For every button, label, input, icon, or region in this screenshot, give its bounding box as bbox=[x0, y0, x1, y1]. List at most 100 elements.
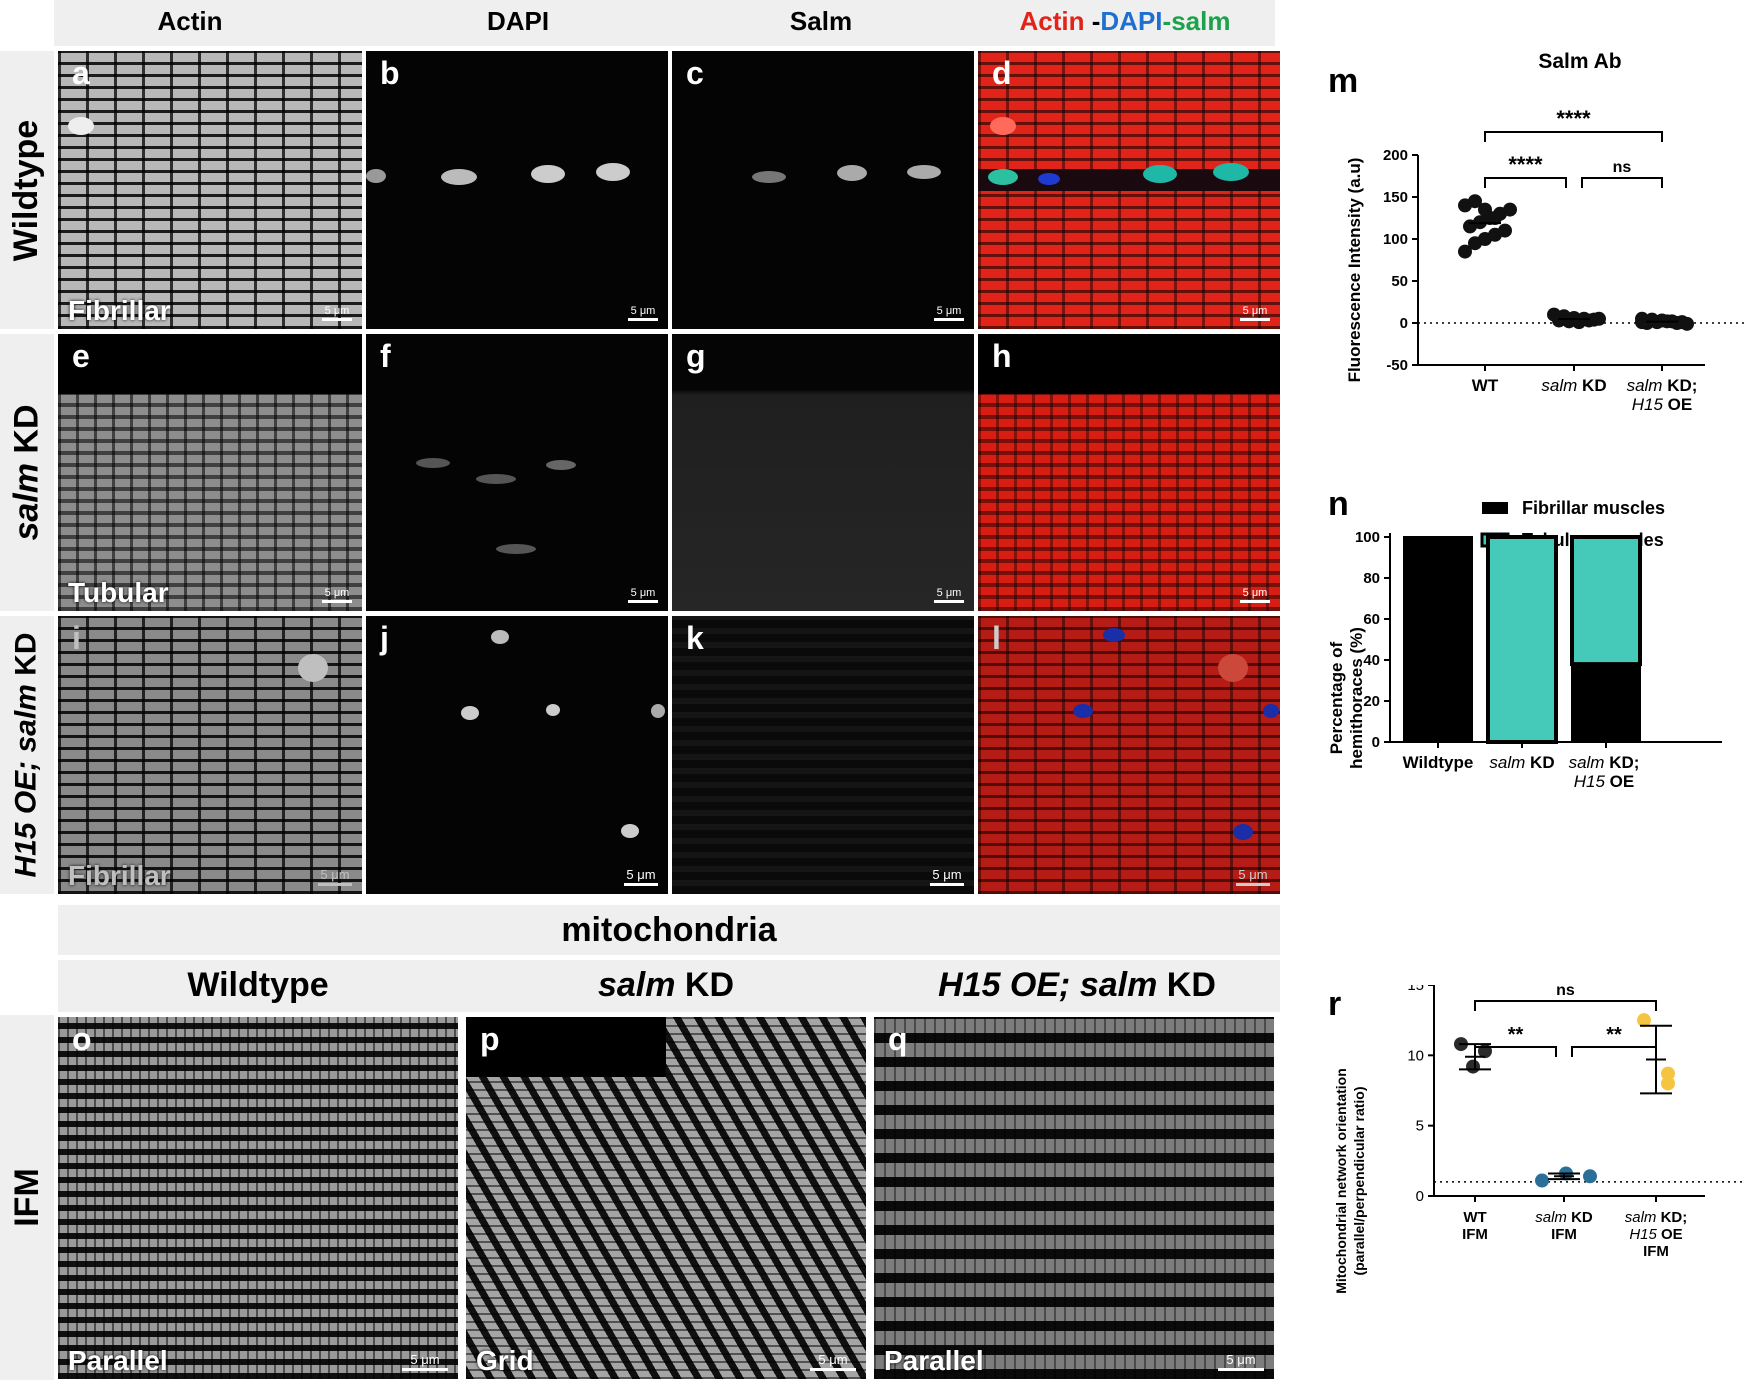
r-bracket-1 bbox=[1474, 1046, 1557, 1057]
r-xtick-1: salm KD bbox=[1535, 1209, 1593, 1226]
m-xtick-italic-2: salm bbox=[1627, 376, 1663, 395]
panel-letter-h: h bbox=[992, 338, 1012, 374]
r-xtick2-0: IFM bbox=[1462, 1226, 1488, 1243]
n-ytick-5: 0 bbox=[1372, 734, 1380, 751]
chart-r-ylabel-2: (parallel/perpendicular ratio) bbox=[1351, 1086, 1367, 1275]
row-label-wildtype: Wildtype bbox=[0, 51, 54, 329]
chart-m-letter: m bbox=[1328, 62, 1358, 100]
panel-letter-c: c bbox=[686, 55, 704, 91]
r-ytick-2: 5 bbox=[1416, 1118, 1424, 1135]
scale-bar-f: 5 μm bbox=[628, 587, 658, 603]
panel-f: f 5 μm bbox=[366, 334, 668, 611]
m-point-2-8 bbox=[1670, 316, 1684, 330]
r-bracket-label-2: ** bbox=[1606, 1024, 1622, 1046]
panel-k: k 5 μm bbox=[672, 616, 974, 894]
n-ytick-2: 60 bbox=[1363, 611, 1380, 628]
merge-sep2: - bbox=[1162, 6, 1172, 36]
panel-e: e Tubular 5 μm bbox=[58, 334, 362, 611]
m-bracket-1 bbox=[1484, 177, 1567, 188]
panel-a: a Fibrillar 5 μm bbox=[58, 51, 362, 329]
r-xtick2-1: IFM bbox=[1551, 1226, 1577, 1243]
n-xtick2-plain-2: OE bbox=[1605, 772, 1634, 791]
scale-bar-d: 5 μm bbox=[1240, 305, 1270, 321]
panel-letter-a: a bbox=[72, 55, 90, 91]
chart-n: n Fibrillar muscles Tubular muscles Perc… bbox=[1300, 480, 1750, 890]
m-point-0-11 bbox=[1468, 194, 1482, 209]
chart-r-letter: r bbox=[1328, 985, 1341, 1023]
m-point-2-10 bbox=[1635, 315, 1649, 330]
m-ytick-2: 100 bbox=[1383, 231, 1408, 248]
r-bracket-0 bbox=[1474, 1000, 1657, 1011]
panel-type-p: Grid bbox=[476, 1345, 534, 1376]
n-xtick-plain-1: KD bbox=[1525, 753, 1554, 772]
r-brackets: ns ** ** bbox=[1474, 982, 1657, 1057]
r-bracket-label-0: ns bbox=[1556, 985, 1575, 999]
n-xtick2-2: H15 OE bbox=[1574, 772, 1634, 791]
mito-col-headers bbox=[58, 960, 1280, 1012]
m-ytick-4: 0 bbox=[1400, 315, 1408, 332]
m-bracket-2 bbox=[1581, 177, 1663, 188]
panel-letter-o: o bbox=[72, 1021, 92, 1057]
merge-actin-label: Actin bbox=[1019, 6, 1085, 36]
n-ytick-1: 80 bbox=[1363, 570, 1380, 587]
m-ytick-5: -50 bbox=[1386, 357, 1408, 374]
n-ytick-0: 100 bbox=[1355, 529, 1380, 546]
panel-letter-d: d bbox=[992, 55, 1012, 91]
row-label-h15-oe-salm-kd: H15 OE; salm KD bbox=[0, 616, 54, 894]
n-ytick-4: 20 bbox=[1363, 693, 1380, 710]
r-xtick-italic-1: salm bbox=[1535, 1209, 1567, 1226]
m-point-2-9 bbox=[1680, 316, 1694, 331]
r-xtick2-plain-0: IFM bbox=[1462, 1226, 1488, 1243]
mito-col-h15-oe-salm-kd: H15 OE; salm KD bbox=[938, 966, 1216, 1004]
row-label-ifm: IFM bbox=[0, 1015, 54, 1380]
merge-sep1: - bbox=[1084, 6, 1101, 36]
scale-bar-h: 5 μm bbox=[1240, 587, 1270, 603]
chart-m-title: Salm Ab bbox=[1538, 50, 1621, 73]
n-bar-tubular-1 bbox=[1486, 535, 1558, 744]
header-bar bbox=[54, 0, 1275, 46]
n-xtick-1: salm KD bbox=[1489, 753, 1554, 772]
panel-q: q Parallel 5 μm bbox=[874, 1017, 1274, 1379]
scale-bar-a: 5 μm bbox=[322, 305, 352, 321]
legend-fibrillar-label: Fibrillar muscles bbox=[1522, 498, 1665, 518]
r-point-0-2 bbox=[1466, 1059, 1480, 1074]
r-xtick-plain-1: KD bbox=[1567, 1209, 1593, 1226]
scale-bar-l: 5 μm bbox=[1236, 867, 1270, 886]
panel-l: l 5 μm bbox=[978, 616, 1280, 894]
panel-letter-g: g bbox=[686, 338, 706, 374]
panel-d: d 5 μm bbox=[978, 51, 1280, 329]
panel-letter-i: i bbox=[72, 620, 81, 656]
r-xtick-2: salm KD; bbox=[1625, 1209, 1688, 1226]
m-bracket-label-1: **** bbox=[1508, 152, 1543, 177]
panel-letter-f: f bbox=[380, 338, 391, 374]
r-ytick-3: 0 bbox=[1416, 1188, 1424, 1205]
m-point-1-5 bbox=[1552, 313, 1566, 328]
m-point-0-9 bbox=[1503, 202, 1517, 217]
n-xtick-0: Wildtype bbox=[1403, 753, 1474, 772]
panel-type-a: Fibrillar bbox=[68, 295, 171, 326]
chart-m-ylabel: Fluorescence Intensity (a.u) bbox=[1345, 158, 1364, 383]
panel-p: p Grid 5 μm bbox=[466, 1017, 866, 1379]
chart-n-letter: n bbox=[1328, 485, 1349, 523]
n-bar-fibrillar-2 bbox=[1571, 663, 1641, 744]
m-xtick2-italic-2: H15 bbox=[1632, 395, 1664, 414]
col-header-salm: Salm bbox=[789, 6, 853, 36]
r-bracket-label-1: ** bbox=[1508, 1024, 1524, 1046]
merge-salm-label: salm bbox=[1171, 6, 1231, 36]
n-xtick-plain-0: Wildtype bbox=[1403, 753, 1474, 772]
n-bar-fibrillar-0 bbox=[1403, 536, 1473, 743]
m-point-0-12 bbox=[1478, 202, 1492, 217]
n-bar-tubular-2 bbox=[1570, 535, 1642, 667]
n-xtick-italic-2: salm bbox=[1569, 753, 1605, 772]
m-xtick-plain-0: WT bbox=[1472, 376, 1499, 395]
m-bracket-0 bbox=[1484, 131, 1663, 142]
merge-dapi-label: DAPI bbox=[1100, 6, 1163, 36]
r-xtick-italic-2: salm bbox=[1625, 1209, 1657, 1226]
panel-h: h 5 μm bbox=[978, 334, 1280, 611]
scale-bar-b: 5 μm bbox=[628, 305, 658, 321]
panel-j: j 5 μm bbox=[366, 616, 668, 894]
r-xtick3-2: IFM bbox=[1643, 1243, 1669, 1260]
panel-i: i Fibrillar 5 μm bbox=[58, 616, 362, 894]
col-header-dapi: DAPI bbox=[486, 6, 550, 36]
scale-bar-c: 5 μm bbox=[934, 305, 964, 321]
